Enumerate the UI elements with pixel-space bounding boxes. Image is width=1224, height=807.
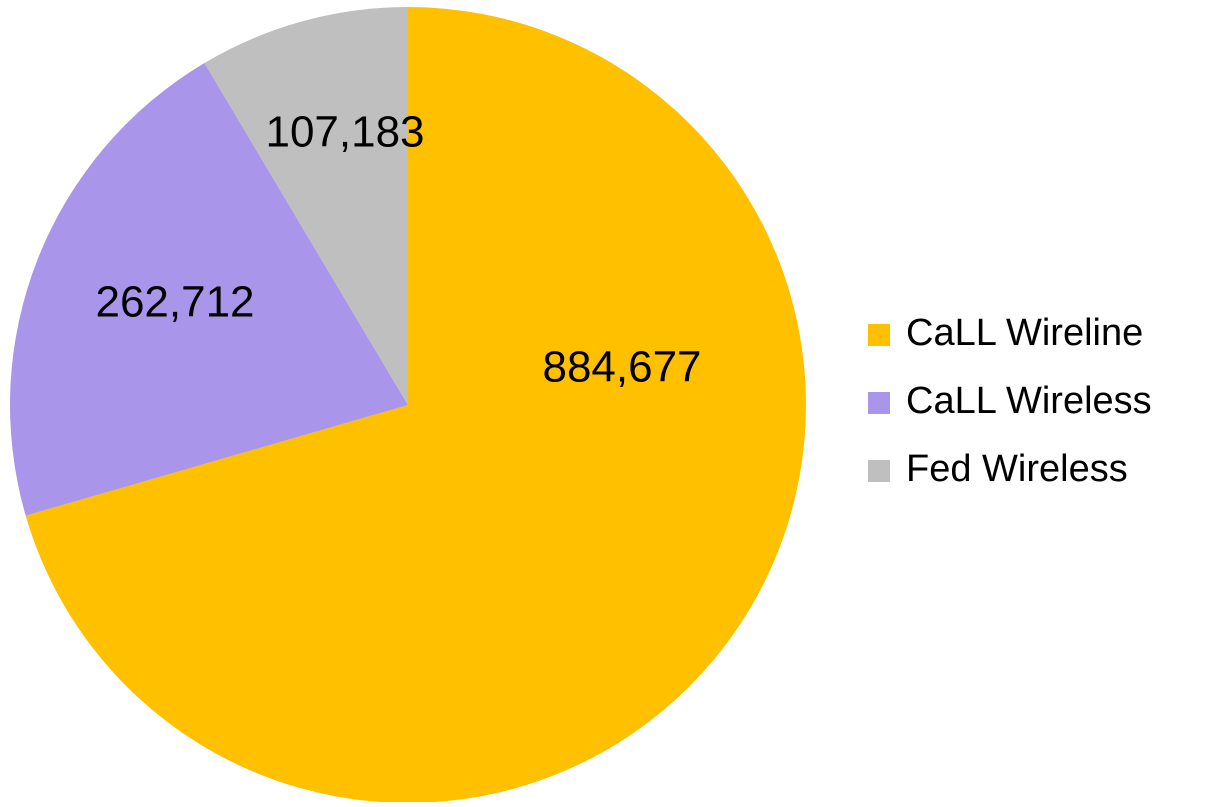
legend-swatch [868, 392, 890, 414]
legend-label: Fed Wireless [906, 448, 1128, 490]
legend-label: CaLL Wireless [906, 380, 1152, 422]
legend-label: CaLL Wireline [906, 312, 1143, 354]
data-label: 262,712 [95, 278, 254, 327]
data-label: 884,677 [542, 343, 701, 392]
data-label: 107,183 [265, 108, 424, 157]
legend-swatch [868, 324, 890, 346]
pie-slice [25, 7, 807, 803]
legend-swatch [868, 460, 890, 482]
pie-slice [9, 62, 409, 516]
pie-slice [204, 7, 408, 405]
